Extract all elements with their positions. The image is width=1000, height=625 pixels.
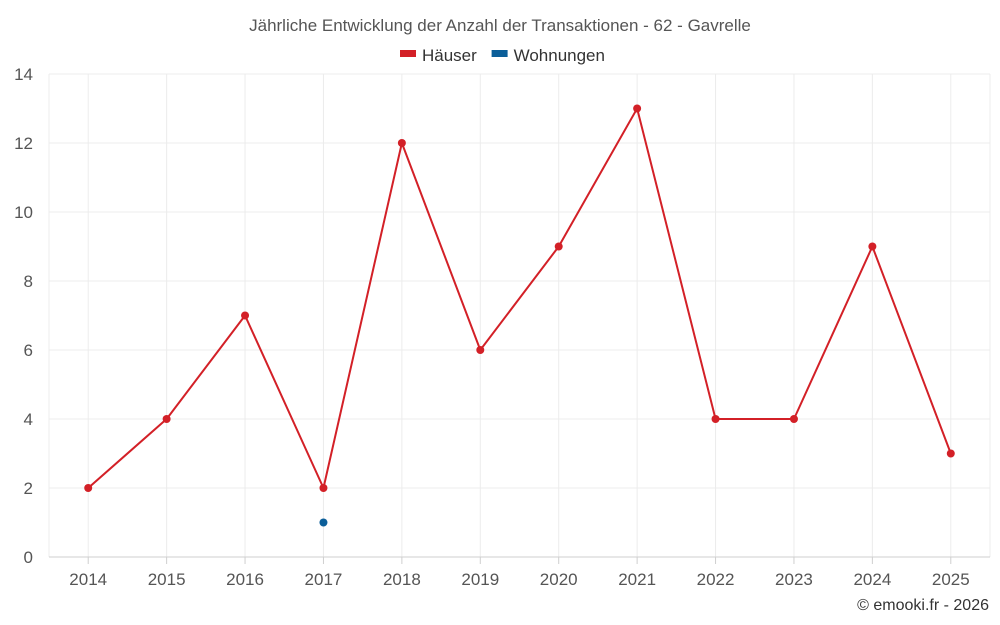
data-point-h-user-2025 — [946, 449, 955, 458]
x-tick-label: 2017 — [305, 570, 343, 589]
y-tick-label: 10 — [14, 203, 33, 222]
x-tick-label: 2015 — [148, 570, 186, 589]
data-point-h-user-2020 — [554, 242, 563, 251]
series-group — [84, 104, 955, 527]
data-point-h-user-2022 — [711, 415, 720, 423]
y-axis-ticks: 0 2 4 6 8 10 12 14 — [14, 65, 33, 567]
y-tick-label: 8 — [24, 272, 33, 291]
y-tick-label: 2 — [24, 479, 33, 498]
x-tick-label: 2019 — [461, 570, 499, 589]
legend: Häuser Wohnungen — [400, 46, 605, 65]
data-point-h-user-2021 — [633, 104, 642, 113]
legend-swatch-h-user — [400, 50, 416, 57]
data-point-h-user-2024 — [868, 242, 877, 251]
x-tick-label: 2020 — [540, 570, 578, 589]
grid — [48, 73, 991, 558]
x-tick-label: 2018 — [383, 570, 421, 589]
data-point-wohnungen-2017 — [319, 518, 328, 527]
data-point-h-user-2016 — [241, 311, 250, 320]
legend-label-wohnungen: Wohnungen — [514, 46, 605, 65]
data-point-h-user-2017 — [319, 484, 328, 492]
y-tick-label: 0 — [24, 548, 33, 567]
y-tick-label: 14 — [14, 65, 33, 84]
y-tick-label: 12 — [14, 134, 33, 153]
data-point-h-user-2019 — [476, 346, 485, 354]
data-point-h-user-2014 — [84, 484, 93, 492]
x-tick-label: 2016 — [226, 570, 264, 589]
chart-title: Jährliche Entwicklung der Anzahl der Tra… — [249, 16, 751, 35]
series-line-h-user — [87, 107, 952, 489]
y-tick-label: 4 — [24, 410, 33, 429]
x-tick-label: 2021 — [618, 570, 656, 589]
legend-label-h-user: Häuser — [422, 46, 477, 65]
x-tick-label: 2022 — [697, 570, 735, 589]
x-tick-label: 2023 — [775, 570, 813, 589]
data-point-h-user-2023 — [789, 415, 798, 423]
x-tick-label: 2025 — [932, 570, 970, 589]
x-axis-ticks: 2014 2015 2016 2017 2018 2019 2020 2021 2022 2023… — [69, 557, 970, 589]
data-point-h-user-2015 — [162, 415, 171, 423]
y-tick-label: 6 — [24, 341, 33, 360]
x-tick-label: 2024 — [853, 570, 891, 589]
legend-swatch-wohnungen — [491, 50, 508, 57]
data-point-h-user-2018 — [397, 139, 406, 147]
credit-text: © emooki.fr - 2026 — [857, 597, 989, 614]
x-tick-label: 2014 — [69, 570, 107, 589]
